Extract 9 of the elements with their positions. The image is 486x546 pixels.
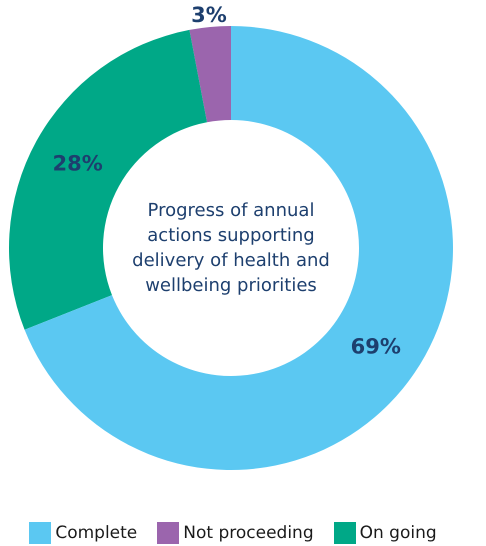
text: Progress of annual actions supporting delivery of health and wellbeing priorities (131, 199, 331, 298)
legend-label: Complete (55, 522, 138, 543)
legend-label: Not proceeding (183, 522, 314, 543)
legend-label: On going (360, 522, 437, 543)
data-label: 28% (52, 152, 103, 176)
donut-slice (189, 26, 231, 122)
data-label: 69% (350, 334, 401, 358)
data-label: 3% (191, 3, 227, 28)
donut-slice (24, 26, 453, 470)
